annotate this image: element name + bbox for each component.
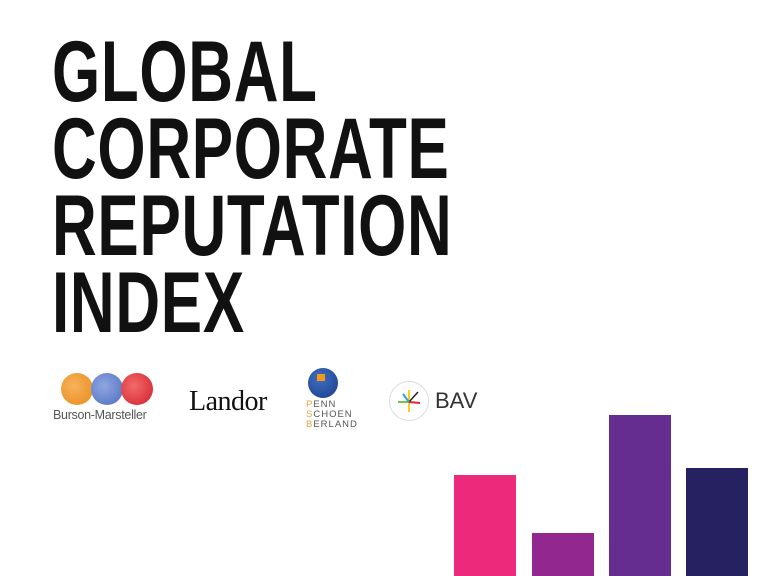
bav-text: BAV	[435, 388, 478, 413]
bav-logo: BAV	[389, 381, 477, 421]
burson-marsteller-text: Burson-Marsteller	[53, 408, 147, 422]
landor-logo: Landor	[189, 386, 267, 417]
decor-bar-4	[686, 468, 748, 576]
globe-blue-icon	[91, 373, 123, 405]
bav-compass-icon	[389, 381, 429, 421]
title-line-3: REPUTATION	[52, 178, 453, 274]
decor-bar-3	[609, 415, 671, 576]
title-line-2: CORPORATE	[52, 101, 450, 197]
globes-icon	[61, 373, 161, 405]
globe-orange-icon	[61, 373, 93, 405]
title-line-4: INDEX	[52, 255, 245, 351]
title-line-1: GLOBAL	[52, 24, 318, 120]
decor-bar-2	[532, 532, 594, 576]
decor-bar-1	[454, 474, 516, 576]
globe-red-icon	[121, 373, 153, 405]
page-title: GLOBAL CORPORATE REPUTATION INDEX	[52, 24, 608, 351]
penn-schoen-berland-logo: PENN SCHOEN BERLAND	[306, 368, 358, 430]
burson-marsteller-logo: Burson-Marsteller	[53, 373, 161, 425]
psb-text: PENN SCHOEN BERLAND	[306, 399, 358, 430]
psb-globe-icon	[308, 368, 338, 398]
